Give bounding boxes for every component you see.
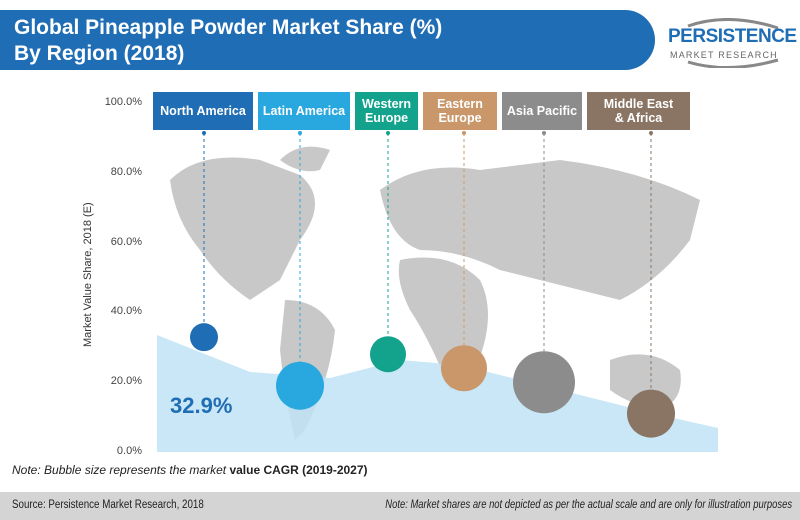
region-label-line: Western	[361, 97, 412, 111]
leader-dot	[202, 131, 206, 135]
title-bar: Global Pineapple Powder Market Share (%)…	[0, 10, 655, 70]
region-label: Eastern Europe	[423, 92, 497, 130]
region-label: Asia Pacific	[502, 92, 582, 130]
leader-dot	[649, 131, 653, 135]
region-label-line: Europe	[438, 111, 482, 125]
region-label: Middle East & Africa	[587, 92, 690, 130]
title-line2: By Region (2018)	[14, 42, 185, 65]
leader-dot	[462, 131, 466, 135]
region-label: North America	[153, 92, 253, 130]
y-tick-label: 20.0%	[110, 375, 142, 388]
bubble-note: Note: Bubble size represents the market …	[12, 463, 368, 477]
leader-dot	[542, 131, 546, 135]
y-tick-label: 80.0%	[110, 165, 142, 178]
leader-dot	[386, 131, 390, 135]
share-area	[157, 335, 718, 452]
logo-text: PERSISTENCE	[668, 26, 797, 47]
region-label-line: Asia Pacific	[506, 104, 578, 118]
region-label: Western Europe	[355, 92, 418, 130]
region-label-line: Middle East	[603, 97, 674, 111]
bubble-note-text: Note: Bubble size represents the market	[12, 463, 230, 477]
bubble-latin-america	[276, 361, 324, 410]
bubble-asia-pacific	[513, 351, 575, 414]
title-line1: Global Pineapple Powder Market Share (%)	[14, 16, 443, 39]
bubble-middle-east-africa	[627, 389, 675, 438]
bubble-eastern-europe	[441, 345, 487, 392]
region-label: Latin America	[258, 92, 350, 130]
y-tick-label: 40.0%	[110, 305, 142, 318]
bubble-north-america	[190, 323, 218, 352]
logo-subtext: MARKET RESEARCH	[670, 50, 778, 60]
scale-note: Note: Market shares are not depicted as …	[385, 499, 792, 511]
y-tick-label: 0.0%	[116, 445, 142, 457]
footer: Source: Persistence Market Research, 201…	[0, 492, 800, 520]
y-tick-label: 100.0%	[104, 96, 142, 108]
leader-dot	[298, 131, 302, 135]
logo-swoosh-icon	[687, 18, 779, 68]
region-label-line: North America	[160, 104, 246, 118]
region-label-line: & Africa	[614, 111, 663, 125]
region-label-line: Eastern	[437, 97, 483, 111]
region-label-line: Europe	[364, 111, 409, 125]
logo: PERSISTENCE MARKET RESEARCH	[668, 18, 797, 68]
y-axis-label: Market Value Share, 2018 (E)	[82, 202, 94, 347]
bubble-note-bold: value CAGR (2019-2027)	[229, 463, 368, 477]
region-label-line: Latin America	[262, 104, 346, 118]
data-label-north-america: 32.9%	[170, 393, 233, 418]
bubble-western-europe	[370, 336, 406, 373]
y-tick-label: 60.0%	[110, 235, 142, 248]
source-text: Source: Persistence Market Research, 201…	[12, 499, 204, 511]
